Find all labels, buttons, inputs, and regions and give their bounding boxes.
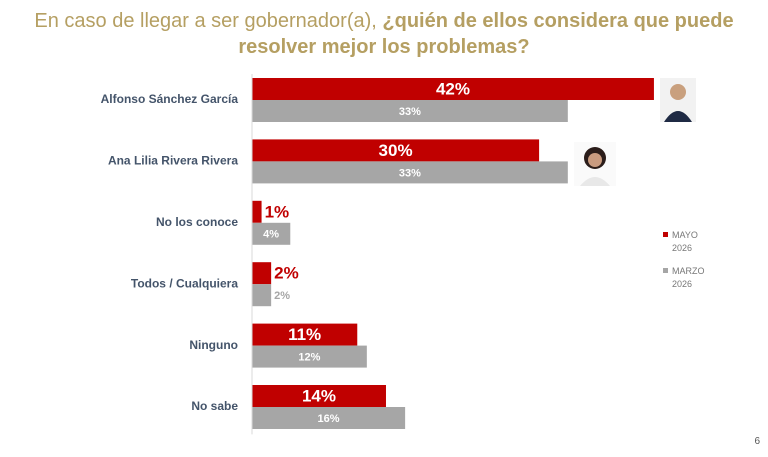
category-label: No sabe bbox=[191, 399, 238, 413]
value-label: 14% bbox=[302, 386, 336, 405]
bar bbox=[252, 284, 272, 307]
photo bbox=[574, 142, 616, 186]
bar bbox=[252, 139, 540, 162]
category-label: Ana Lilia Rivera Rivera bbox=[108, 154, 238, 168]
value-label: 11% bbox=[288, 325, 321, 344]
bar bbox=[252, 345, 367, 368]
bar bbox=[252, 200, 262, 223]
legend-label: MARZO 2026 bbox=[672, 266, 705, 289]
bar bbox=[252, 222, 291, 245]
legend-label: MAYO 2026 bbox=[672, 230, 698, 253]
photo bbox=[660, 78, 696, 122]
bar bbox=[252, 78, 654, 100]
value-label: 33% bbox=[399, 106, 421, 118]
category-label: Ninguno bbox=[189, 338, 238, 352]
value-label: 2% bbox=[274, 290, 290, 302]
category-label: Alfonso Sánchez García bbox=[101, 92, 239, 106]
title-emphasis: ¿quién de ellos considera que puede reso… bbox=[238, 10, 734, 58]
value-label: 2% bbox=[274, 264, 299, 283]
bar bbox=[252, 100, 568, 122]
legend-swatch bbox=[663, 268, 668, 273]
value-label: 16% bbox=[318, 413, 340, 425]
page-number: 6 bbox=[754, 436, 760, 447]
value-label: 30% bbox=[379, 141, 413, 160]
title-text: En caso de llegar a ser gobernador(a), bbox=[34, 10, 377, 32]
value-label: 33% bbox=[399, 167, 421, 179]
value-label: 42% bbox=[436, 79, 470, 98]
value-label: 1% bbox=[265, 202, 290, 221]
legend-swatch bbox=[663, 232, 668, 237]
value-label: 4% bbox=[263, 229, 279, 241]
category-label: No los conoce bbox=[156, 215, 238, 229]
category-label: Todos / Cualquiera bbox=[131, 276, 238, 290]
bar bbox=[252, 262, 272, 285]
bar bbox=[252, 323, 358, 346]
bar bbox=[252, 161, 568, 184]
bar bbox=[252, 407, 406, 429]
title: En caso de llegar a ser gobernador(a), ¿… bbox=[20, 8, 748, 60]
value-label: 12% bbox=[298, 352, 320, 364]
bar bbox=[252, 385, 386, 407]
